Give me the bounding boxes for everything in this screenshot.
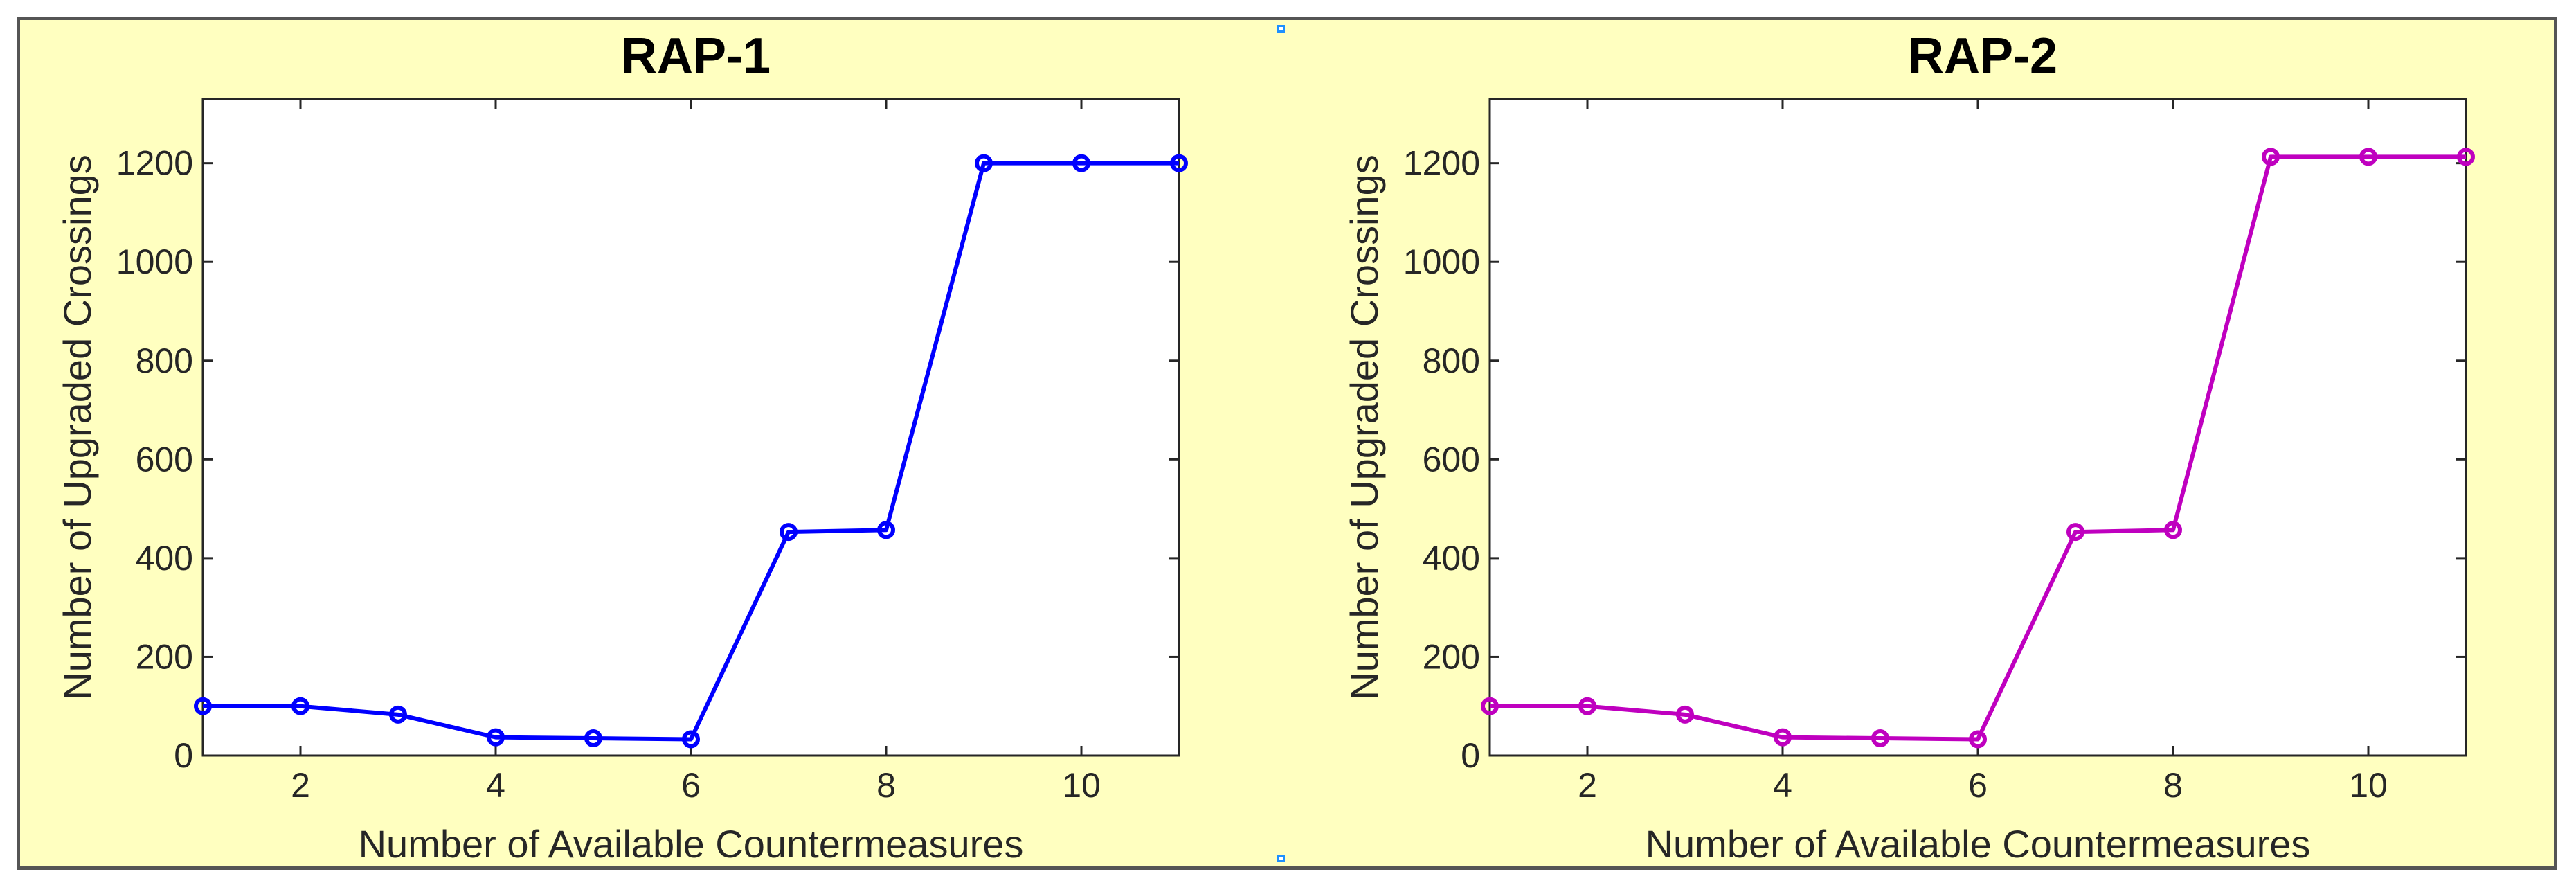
data-point <box>2262 148 2280 166</box>
y-axis-label-rap-2: Number of Upgraded Crossings <box>1342 154 1386 699</box>
y-tick-label: 400 <box>1423 539 1480 578</box>
x-axis-label-rap-2: Number of Available Countermeasures <box>1646 822 2311 866</box>
y-tick-label: 1000 <box>116 242 193 281</box>
y-tick-label: 0 <box>1461 736 1480 775</box>
y-tick-label: 1000 <box>1403 242 1480 281</box>
selection-handle-top[interactable] <box>1277 25 1285 33</box>
data-point <box>1481 697 1499 715</box>
y-axis-label-rap-1: Number of Upgraded Crossings <box>55 154 99 699</box>
data-point <box>975 154 993 172</box>
data-point <box>1072 154 1090 172</box>
data-point <box>1871 729 1889 748</box>
data-point <box>2359 148 2377 166</box>
plot-area-rap-1 <box>201 98 1180 757</box>
y-tick-label: 200 <box>1423 637 1480 676</box>
y-tick-label: 800 <box>136 341 193 380</box>
data-point <box>1969 730 1987 749</box>
data-point <box>2457 148 2475 166</box>
data-point <box>1774 728 1792 747</box>
series-line-rap-2 <box>1490 154 2466 742</box>
x-tick-label: 8 <box>2163 766 2183 805</box>
data-point <box>487 728 505 747</box>
y-tick-label: 1200 <box>116 144 193 183</box>
x-tick-label: 6 <box>1968 766 1988 805</box>
x-tick-label: 2 <box>1578 766 1597 805</box>
y-tick-label: 600 <box>1423 440 1480 479</box>
x-tick-label: 6 <box>681 766 701 805</box>
data-point <box>682 730 700 749</box>
data-point <box>877 521 895 539</box>
y-tick-label: 600 <box>136 440 193 479</box>
y-tick-label: 0 <box>174 736 193 775</box>
data-point <box>584 729 602 748</box>
selection-handle-bottom[interactable] <box>1277 855 1285 862</box>
y-tick-label: 1200 <box>1403 144 1480 183</box>
x-axis-label-rap-1: Number of Available Countermeasures <box>359 822 1024 866</box>
chart-title-rap-1: RAP-1 <box>620 28 771 84</box>
data-point <box>291 697 309 715</box>
data-point <box>1170 154 1188 172</box>
plot-area-rap-2 <box>1488 98 2467 757</box>
data-point <box>389 705 407 724</box>
x-tick-label: 10 <box>1062 766 1101 805</box>
y-tick-label: 200 <box>136 637 193 676</box>
x-tick-label: 4 <box>486 766 505 805</box>
series-line-rap-1 <box>203 161 1179 742</box>
data-point <box>2066 523 2084 542</box>
data-point <box>2164 521 2182 539</box>
x-tick-label: 4 <box>1773 766 1792 805</box>
data-point <box>780 523 798 542</box>
data-point <box>1578 697 1596 715</box>
x-tick-label: 8 <box>876 766 896 805</box>
x-tick-label: 2 <box>291 766 310 805</box>
x-tick-label: 10 <box>2349 766 2388 805</box>
y-tick-label: 400 <box>136 539 193 578</box>
chart-title-rap-2: RAP-2 <box>1907 28 2058 84</box>
y-tick-label: 800 <box>1423 341 1480 380</box>
data-point <box>1676 705 1694 724</box>
data-point <box>194 697 212 715</box>
